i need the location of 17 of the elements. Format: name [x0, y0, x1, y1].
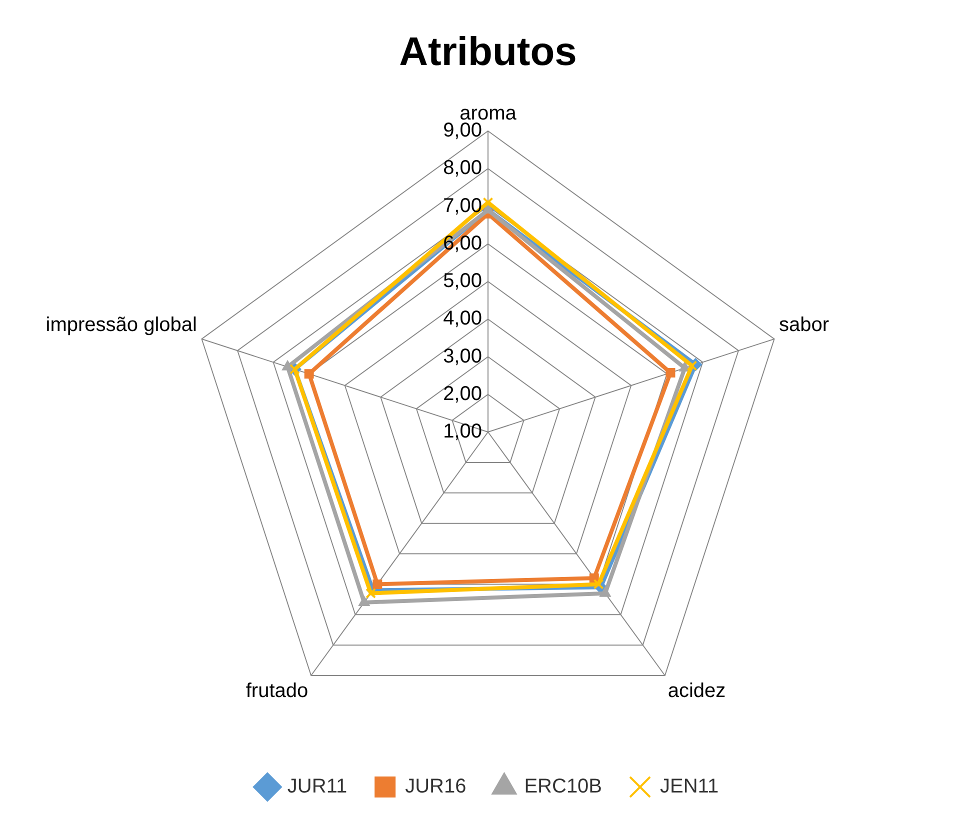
y-tick-label: 8,00 — [443, 157, 482, 180]
legend-label: JUR11 — [287, 776, 348, 798]
y-tick-label: 9,00 — [443, 120, 482, 142]
legend-label: ERC10B — [524, 776, 602, 798]
y-tick-label: 3,00 — [443, 345, 482, 368]
y-tick-label: 5,00 — [443, 270, 482, 292]
legend-label: JEN11 — [660, 776, 719, 798]
chart-title: Atributos — [399, 30, 577, 74]
y-tick-label: 1,00 — [443, 420, 482, 443]
spoke-label: frutado — [246, 680, 308, 702]
y-tick-label: 4,00 — [443, 308, 482, 330]
legend-label: JUR16 — [405, 776, 466, 798]
spoke-label: impressão global — [46, 314, 197, 336]
spoke-label: acidez — [668, 680, 726, 702]
y-tick-label: 2,00 — [443, 382, 482, 405]
y-tick-label: 7,00 — [443, 194, 482, 217]
spoke-label: sabor — [779, 314, 830, 336]
